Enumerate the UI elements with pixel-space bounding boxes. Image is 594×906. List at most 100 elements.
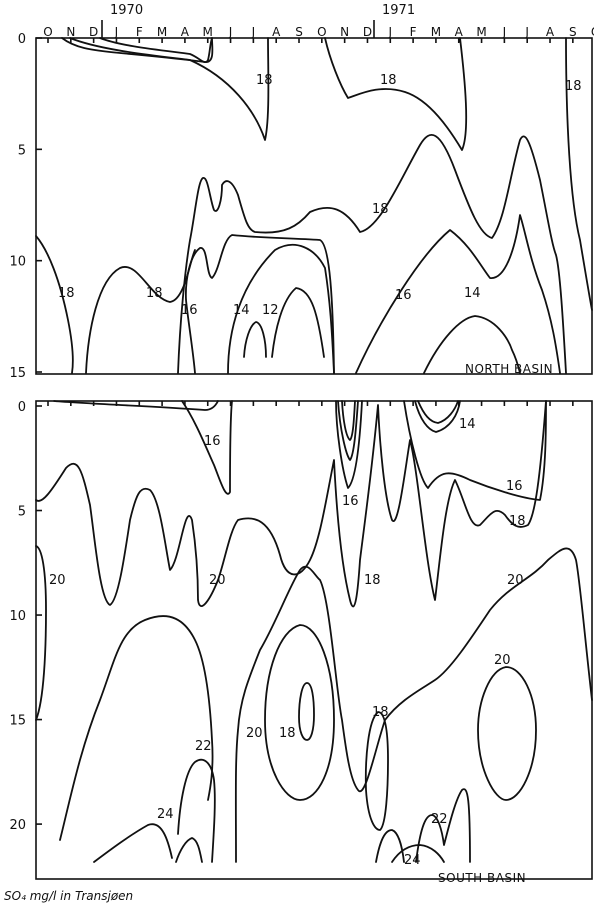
south-label-18-b: 18: [364, 573, 381, 588]
north-isopleth-18-f: [85, 249, 196, 374]
north-label-14-b: 14: [233, 303, 250, 318]
south-isopleth-inner-1: [337, 400, 359, 461]
month-label-8: J: [228, 25, 233, 39]
month-label-0: O: [43, 25, 52, 39]
south-isopleth-22-b: [375, 829, 405, 863]
south-isopleth-surface: [53, 400, 219, 411]
month-label-14: D: [363, 25, 372, 39]
north-y-ticks-label-3: 15: [9, 366, 26, 381]
south-isopleth-24-a: [93, 823, 173, 863]
south-isopleth-20-island-a: [264, 624, 335, 801]
north-label-18-b: 18: [380, 73, 397, 88]
south-isopleth-20-c: [234, 547, 593, 863]
south-isopleth-14: [414, 400, 461, 433]
time-axis: 1970 1971 ONDJFMAMJJASONDJFMAMJJASO: [43, 3, 594, 39]
north-basin-label: NORTH BASIN: [465, 362, 553, 376]
south-label-24-b: 24: [404, 853, 421, 868]
south-label-16-a: 16: [204, 434, 221, 449]
north-label-18-e: 18: [58, 286, 75, 301]
month-label-7: M: [203, 25, 213, 39]
north-isopleth-18-b: [324, 37, 468, 151]
south-isopleth-22-c: [415, 788, 471, 863]
south-label-22-b: 22: [431, 812, 448, 827]
south-y-ticks-label-3: 15: [9, 714, 26, 729]
north-label-18-a: 18: [256, 73, 273, 88]
month-label-18: A: [455, 25, 464, 39]
south-isopleth-16-b: [335, 400, 363, 489]
month-label-24: O: [591, 25, 594, 39]
south-y-ticks-label-1: 5: [18, 505, 26, 520]
month-labels: ONDJFMAMJJASONDJFMAMJJASO: [43, 25, 594, 39]
south-isopleth-20-b: [59, 615, 214, 841]
month-label-11: S: [295, 25, 303, 39]
south-isopleth-18-b: [364, 711, 389, 831]
south-label-18-a: 18: [509, 514, 526, 529]
month-label-3: J: [114, 25, 119, 39]
north-y-ticks-label-1: 5: [18, 143, 26, 158]
south-isopleth-22-a: [177, 758, 216, 863]
north-isopleth-18-d: [177, 134, 567, 374]
month-label-6: A: [181, 25, 190, 39]
month-label-23: S: [569, 25, 577, 39]
north-isopleth-16-a: [185, 234, 335, 374]
month-label-22: A: [546, 25, 555, 39]
month-label-16: F: [410, 25, 417, 39]
month-label-13: N: [340, 25, 349, 39]
month-label-15: J: [388, 25, 393, 39]
north-label-12: 12: [262, 303, 279, 318]
year-label-1971: 1971: [382, 3, 415, 18]
south-isopleth-24-c: [391, 844, 445, 863]
month-label-12: O: [317, 25, 326, 39]
month-label-17: M: [431, 25, 441, 39]
north-isopleth-14-b: [243, 321, 267, 358]
north-label-18-d: 18: [372, 202, 389, 217]
south-panel-frame: [35, 400, 593, 880]
south-y-ticks-label-0: 0: [18, 400, 26, 415]
south-label-20-island-a: 20: [246, 726, 263, 741]
south-isopleth-16-c: [403, 400, 547, 501]
north-isopleth-18-e: [35, 235, 74, 374]
south-isopleth-inner-3: [417, 400, 459, 424]
south-isopleth-20-island-b: [477, 666, 537, 801]
north-y-ticks-label-0: 0: [18, 32, 26, 47]
north-panel-frame: [35, 37, 593, 375]
north-isopleth-12: [271, 287, 325, 358]
south-basin-label: SOUTH BASIN: [438, 871, 526, 885]
figure-caption: SO₄ mg/l in Transjøen: [4, 889, 133, 903]
south-label-18-c: 18: [372, 705, 389, 720]
month-label-21: J: [524, 25, 529, 39]
north-label-16-b: 16: [395, 288, 412, 303]
south-isopleth-18-a: [35, 400, 547, 608]
south-label-22-a: 22: [195, 739, 212, 754]
south-isopleth-20-a: [35, 545, 47, 721]
south-y-axis: 0 5 10 15 20: [9, 400, 42, 833]
south-y-ticks-label-4: 20: [9, 818, 26, 833]
month-label-4: F: [136, 25, 143, 39]
south-label-14: 14: [459, 417, 476, 432]
north-isopleth-14-c: [423, 315, 521, 374]
south-isopleth-24-b: [175, 837, 203, 863]
south-label-18-island: 18: [279, 726, 296, 741]
south-label-20-a: 20: [49, 573, 66, 588]
south-isopleth-inner-2: [341, 400, 356, 441]
south-label-16-c: 16: [506, 479, 523, 494]
south-label-20-island-b: 20: [494, 653, 511, 668]
south-label-20-c: 20: [507, 573, 524, 588]
month-label-10: A: [272, 25, 281, 39]
north-isopleth-surface-1: [61, 37, 214, 63]
north-y-ticks-label-2: 10: [9, 255, 26, 270]
month-label-19: M: [476, 25, 486, 39]
month-label-2: D: [89, 25, 98, 39]
south-isopleth-16-a: [181, 400, 233, 495]
south-label-24-a: 24: [157, 807, 174, 822]
year-label-1970: 1970: [110, 3, 143, 18]
north-y-axis: 0 5 10 15: [9, 32, 42, 381]
south-label-16-b: 16: [342, 494, 359, 509]
north-top-ticks: [47, 38, 574, 43]
month-label-5: M: [157, 25, 167, 39]
month-label-9: J: [251, 25, 256, 39]
month-label-20: J: [502, 25, 507, 39]
south-basin-panel: 0 5 10 15 20 16 16 16 14 18 18 20 20 20 20: [9, 400, 593, 885]
